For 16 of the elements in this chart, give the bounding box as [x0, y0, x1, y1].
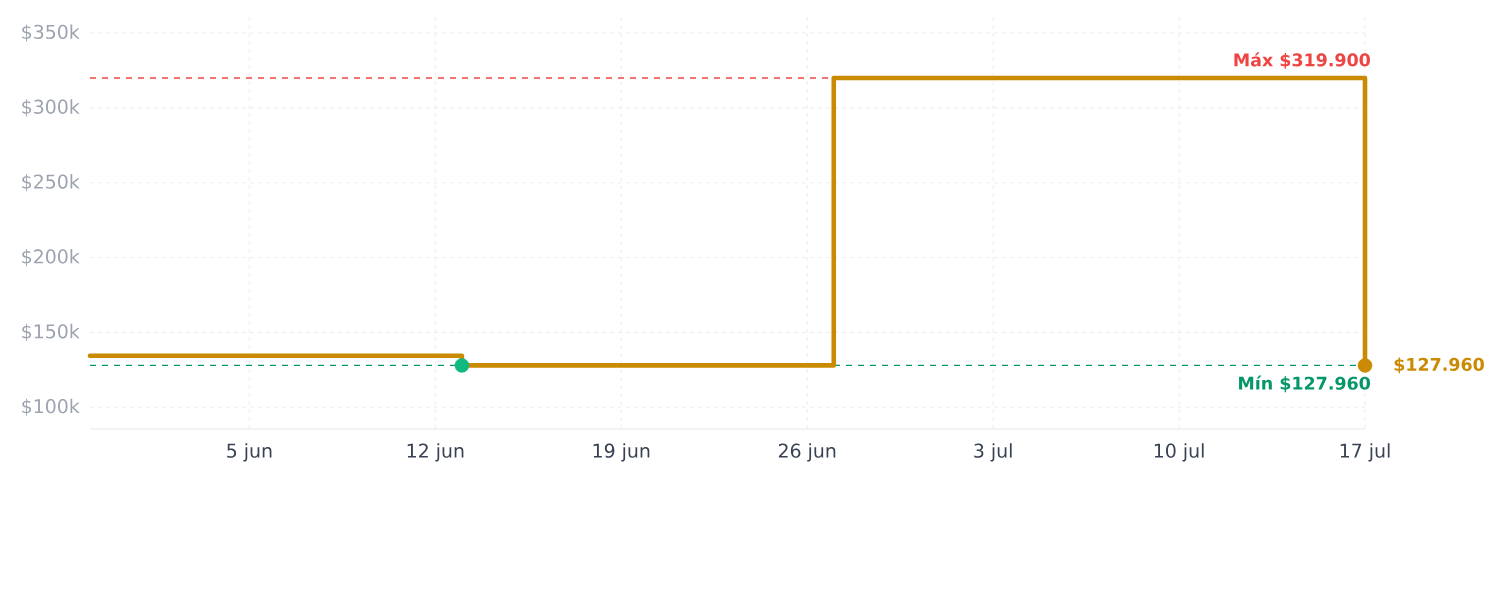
x-tick-label: 19 jun — [593, 443, 650, 462]
ref-line-label: Mín $127.960 — [1239, 375, 1370, 393]
x-tick-label: 12 jun — [407, 443, 464, 462]
x-tick-label: 10 jul — [1154, 443, 1204, 462]
ref-line-label: Máx $319.900 — [1234, 52, 1370, 69]
x-tick-label: 17 jul — [1340, 443, 1390, 462]
y-tick-label: $300k — [22, 99, 80, 117]
data-label: $127.960 — [1394, 357, 1484, 374]
y-tick-label: $350k — [22, 24, 80, 42]
y-tick-label: $250k — [22, 174, 80, 192]
y-tick-label: $200k — [22, 248, 80, 267]
y-tick-label: $150k — [22, 323, 80, 341]
y-tick-label: $100k — [22, 398, 80, 416]
x-tick-label: 26 jun — [778, 443, 836, 462]
x-tick-label: 3 jul — [974, 443, 1012, 462]
x-tick-label: 5 jun — [227, 443, 272, 462]
